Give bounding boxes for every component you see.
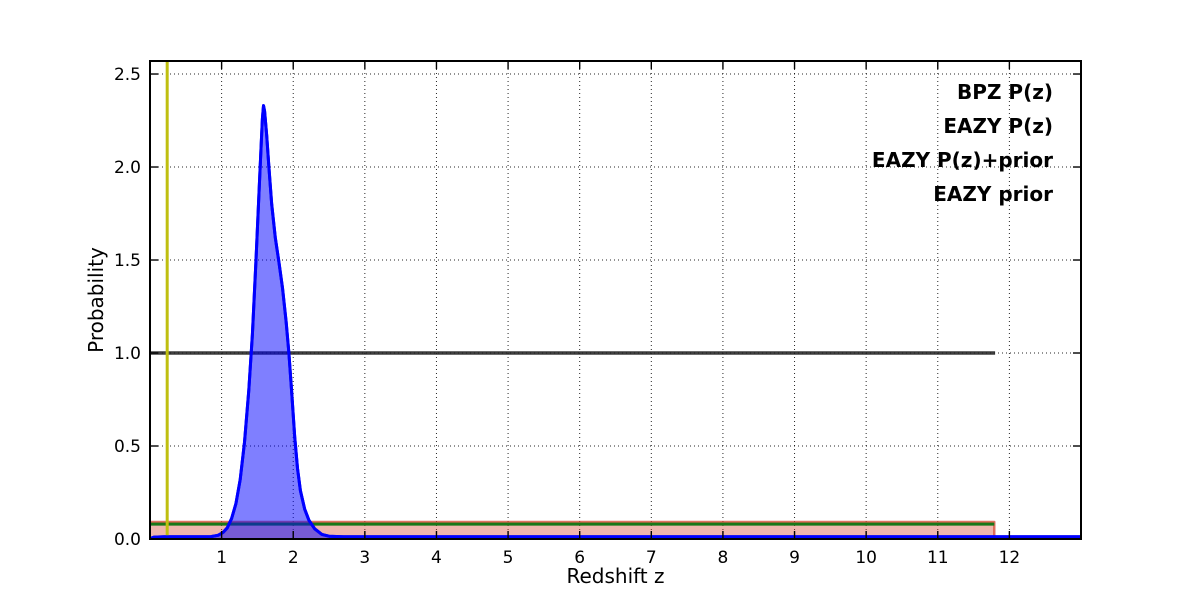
y-tick-label: 0.5 [114, 437, 141, 457]
series-line-eazy-p-z- [150, 520, 996, 539]
y-tick-label: 2.5 [114, 65, 141, 85]
x-axis-label: Redshift z [566, 564, 664, 588]
plot-frame [149, 60, 1082, 540]
x-tick-label: 1 [216, 548, 227, 568]
legend-item: EAZY P(z)+prior [872, 148, 1053, 172]
x-tick-label: 7 [646, 548, 657, 568]
x-tick-label: 3 [359, 548, 370, 568]
series-fill-eazy-p-z- [150, 521, 995, 539]
x-tick-label: 2 [288, 548, 299, 568]
y-axis-label: Probability [84, 247, 108, 353]
x-tick-label: 5 [503, 548, 514, 568]
x-tick-label: 8 [718, 548, 729, 568]
x-tick-label: 4 [431, 548, 442, 568]
y-tick-label: 1.0 [114, 344, 141, 364]
x-tick-label: 11 [927, 548, 949, 568]
y-tick-label: 0.0 [114, 530, 141, 550]
legend-item: EAZY P(z) [943, 114, 1053, 138]
x-tick-label: 6 [574, 548, 585, 568]
series-layer [149, 61, 1081, 541]
legend-item: BPZ P(z) [957, 80, 1053, 104]
tick-labels: 1 2 3 4 5 6 7 8 9 10 11 120.00.51.01.52.02.5 [114, 65, 1020, 568]
tick-marks [150, 61, 1081, 540]
series-line-bpz-top [149, 104, 1081, 541]
y-tick-label: 1.5 [114, 251, 141, 271]
legend-item: EAZY prior [933, 182, 1053, 206]
x-tick-label: 10 [855, 548, 877, 568]
x-tick-label: 9 [789, 548, 800, 568]
series-fill-bpz-p-z- [150, 105, 1081, 539]
legend: BPZ P(z) EAZY P(z) EAZY P(z)+prior EAZY pri… [872, 80, 1053, 206]
y-tick-label: 2.0 [114, 158, 141, 178]
x-tick-label: 12 [999, 548, 1021, 568]
axes-frame [149, 60, 1082, 540]
